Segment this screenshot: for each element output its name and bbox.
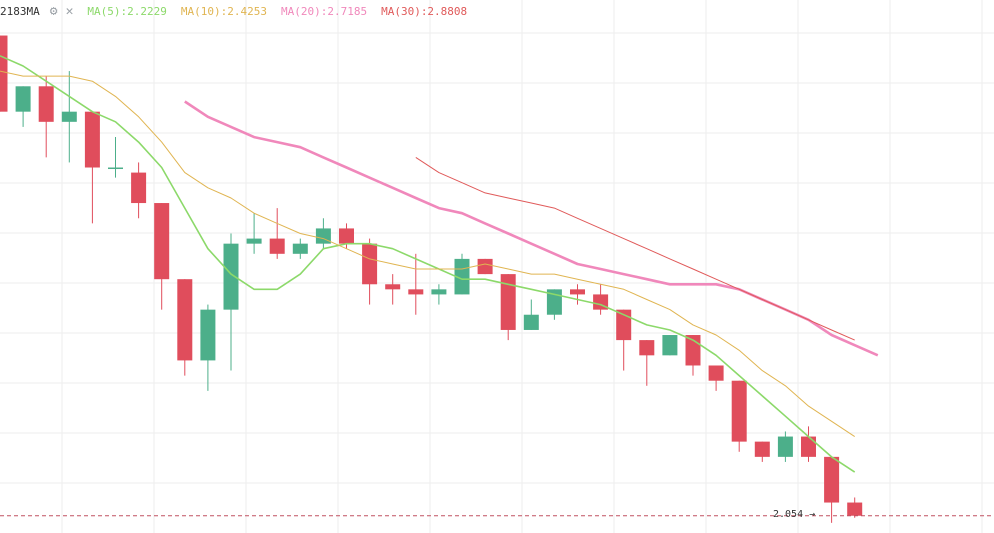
candle-body <box>570 289 585 295</box>
legend-ma10: MA(10):2.4253 <box>180 4 267 18</box>
candle-body <box>477 258 493 275</box>
candle-body <box>292 243 308 254</box>
candle-body <box>200 309 216 361</box>
candle-body <box>84 111 100 168</box>
candle-body <box>801 436 816 457</box>
indicator-legend: 2183MA ⚙ ✕ MA(5):2.2229 MA(10):2.4253 MA… <box>0 3 467 19</box>
candle-body <box>824 456 840 503</box>
candle-body <box>408 289 424 295</box>
candle-body <box>154 203 170 280</box>
candle-body <box>131 172 147 204</box>
candle-body <box>0 35 8 112</box>
ma-line-ma5 <box>0 55 856 473</box>
candle-body <box>708 365 724 381</box>
ma-line-ma30 <box>415 156 855 341</box>
candle-body <box>639 340 655 356</box>
indicator-label: 2183MA <box>0 4 40 18</box>
candle-body <box>15 86 31 112</box>
close-icon[interactable]: ✕ <box>65 3 74 19</box>
candle-body <box>38 86 54 122</box>
legend-ma20: MA(20):2.7185 <box>280 4 368 18</box>
candle-body <box>177 279 193 361</box>
candle-body <box>523 314 539 330</box>
candle-body <box>847 502 863 516</box>
candle-body <box>662 335 678 356</box>
gear-icon[interactable]: ⚙ <box>49 3 58 19</box>
candles-layer <box>0 35 863 523</box>
candle-body <box>362 243 378 285</box>
candle-body <box>616 309 632 341</box>
candle-body <box>385 284 401 290</box>
candle-body <box>500 274 516 330</box>
legend-ma30: MA(30):2.8808 <box>381 4 468 18</box>
candle-body <box>108 167 123 170</box>
candle-body <box>731 380 747 442</box>
candle-body <box>754 441 770 457</box>
last-price-label: 2.054 → <box>773 509 816 520</box>
ma-line-ma10 <box>0 70 855 438</box>
candle-body <box>431 289 447 295</box>
candle-body <box>246 238 262 244</box>
candle-body <box>61 111 77 122</box>
candle-body <box>269 238 285 254</box>
candle-body <box>223 243 239 310</box>
ma-lines-layer <box>0 55 879 473</box>
candle-body <box>777 436 793 457</box>
legend-ma5: MA(5):2.2229 <box>87 4 167 18</box>
candle-body <box>339 228 354 244</box>
